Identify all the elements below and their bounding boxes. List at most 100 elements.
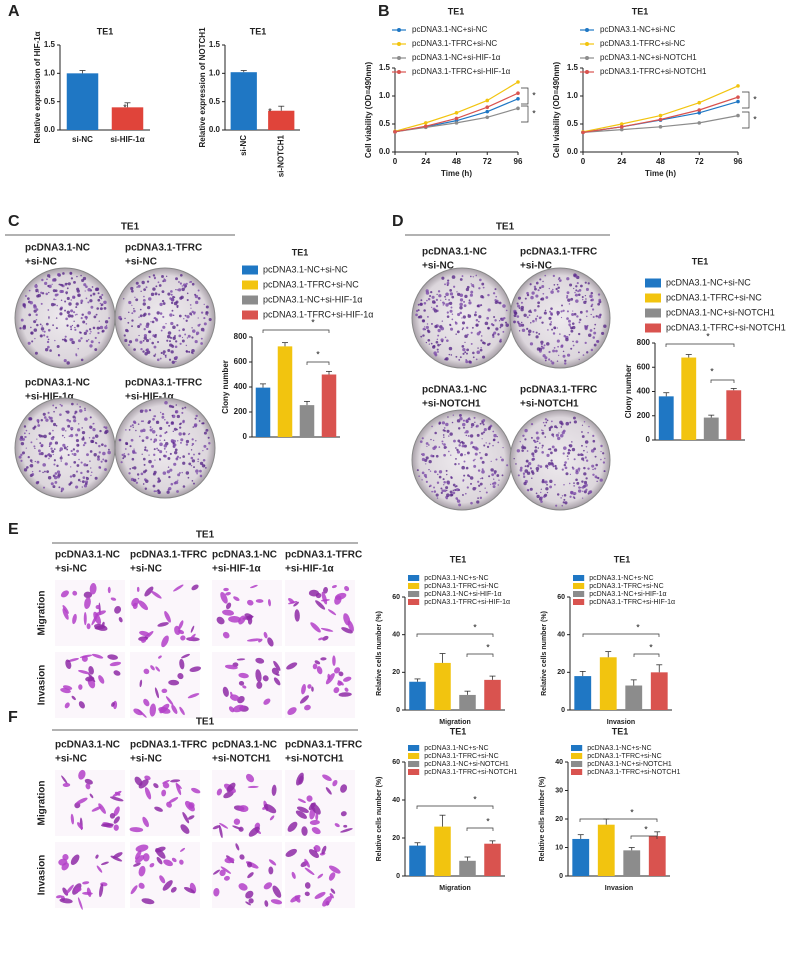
colony xyxy=(595,463,598,467)
colony xyxy=(189,312,192,316)
colony xyxy=(70,328,73,331)
colony xyxy=(476,500,480,504)
y-tick-label: 0 xyxy=(396,707,400,714)
colony xyxy=(454,462,457,466)
cell xyxy=(156,856,163,865)
cell xyxy=(304,882,311,889)
colony xyxy=(198,452,201,455)
colony xyxy=(423,309,426,312)
cell xyxy=(334,592,347,600)
y-tick-label: 0.5 xyxy=(44,97,56,106)
colony xyxy=(475,424,479,428)
colony xyxy=(188,462,192,466)
cell xyxy=(113,816,120,824)
cell xyxy=(269,815,275,821)
colony xyxy=(530,321,532,324)
colony xyxy=(148,409,152,412)
colony xyxy=(478,287,481,290)
colony xyxy=(22,326,26,330)
colony xyxy=(169,468,173,472)
colony xyxy=(442,434,445,436)
cell xyxy=(114,605,122,614)
colony xyxy=(186,337,189,339)
cell xyxy=(154,806,163,812)
colony xyxy=(534,451,536,453)
colony xyxy=(563,493,567,497)
cell xyxy=(187,815,195,820)
colony xyxy=(465,360,469,364)
colony xyxy=(93,453,97,457)
colony xyxy=(455,457,457,460)
colony xyxy=(484,453,488,457)
colony xyxy=(205,428,209,432)
colony xyxy=(90,294,92,297)
colony xyxy=(466,326,469,329)
colony xyxy=(491,333,495,337)
colony xyxy=(480,295,484,299)
colony xyxy=(35,481,39,485)
colony xyxy=(445,357,449,361)
colony xyxy=(443,447,446,449)
colony xyxy=(534,446,538,449)
cell xyxy=(173,584,184,592)
colony xyxy=(524,438,527,441)
colony xyxy=(421,471,425,475)
colony xyxy=(546,491,549,494)
bar xyxy=(434,662,451,710)
cell xyxy=(191,787,201,794)
colony xyxy=(438,446,441,448)
colony xyxy=(67,282,71,286)
cell xyxy=(311,827,321,835)
legend-marker xyxy=(397,42,401,46)
colony xyxy=(108,448,110,451)
colony xyxy=(160,329,163,332)
cell xyxy=(222,686,229,697)
cell xyxy=(333,687,340,694)
colony xyxy=(103,426,106,429)
legend-marker xyxy=(585,70,589,74)
colony xyxy=(542,430,544,432)
colony xyxy=(125,441,129,446)
x-tick-label: 48 xyxy=(656,157,665,166)
colony xyxy=(90,305,94,309)
panel-letter: C xyxy=(8,213,20,230)
colony xyxy=(134,296,136,298)
cell xyxy=(109,661,122,667)
colony xyxy=(494,288,497,291)
colony xyxy=(475,319,479,322)
colony xyxy=(544,309,547,312)
cell xyxy=(89,793,94,799)
colony xyxy=(592,336,596,339)
colony xyxy=(443,427,446,429)
colony xyxy=(526,291,529,295)
legend-swatch xyxy=(242,310,258,320)
y-tick-label: 0.5 xyxy=(379,119,391,128)
colony xyxy=(467,474,470,477)
colony xyxy=(452,491,456,495)
colony xyxy=(42,412,46,416)
colony xyxy=(73,280,76,284)
x-tick-label: 96 xyxy=(734,157,743,166)
colony xyxy=(576,481,580,485)
colony xyxy=(104,326,108,330)
cell xyxy=(84,778,93,785)
colony xyxy=(577,453,580,457)
colony xyxy=(54,472,58,475)
colony xyxy=(443,484,445,486)
colony xyxy=(139,340,143,344)
colony xyxy=(56,464,59,468)
colony xyxy=(75,433,79,437)
cell xyxy=(236,658,246,661)
colony xyxy=(166,490,170,494)
colony xyxy=(546,483,548,486)
colony xyxy=(581,424,584,426)
legend-label: pcDNA3.1-NC+si-NC xyxy=(263,264,348,274)
cell xyxy=(168,797,179,804)
colony xyxy=(159,458,161,460)
significance: * xyxy=(532,108,536,118)
cell xyxy=(304,891,310,897)
colony xyxy=(202,330,205,332)
colony xyxy=(157,477,160,480)
colony xyxy=(169,313,173,317)
colony xyxy=(73,452,77,457)
